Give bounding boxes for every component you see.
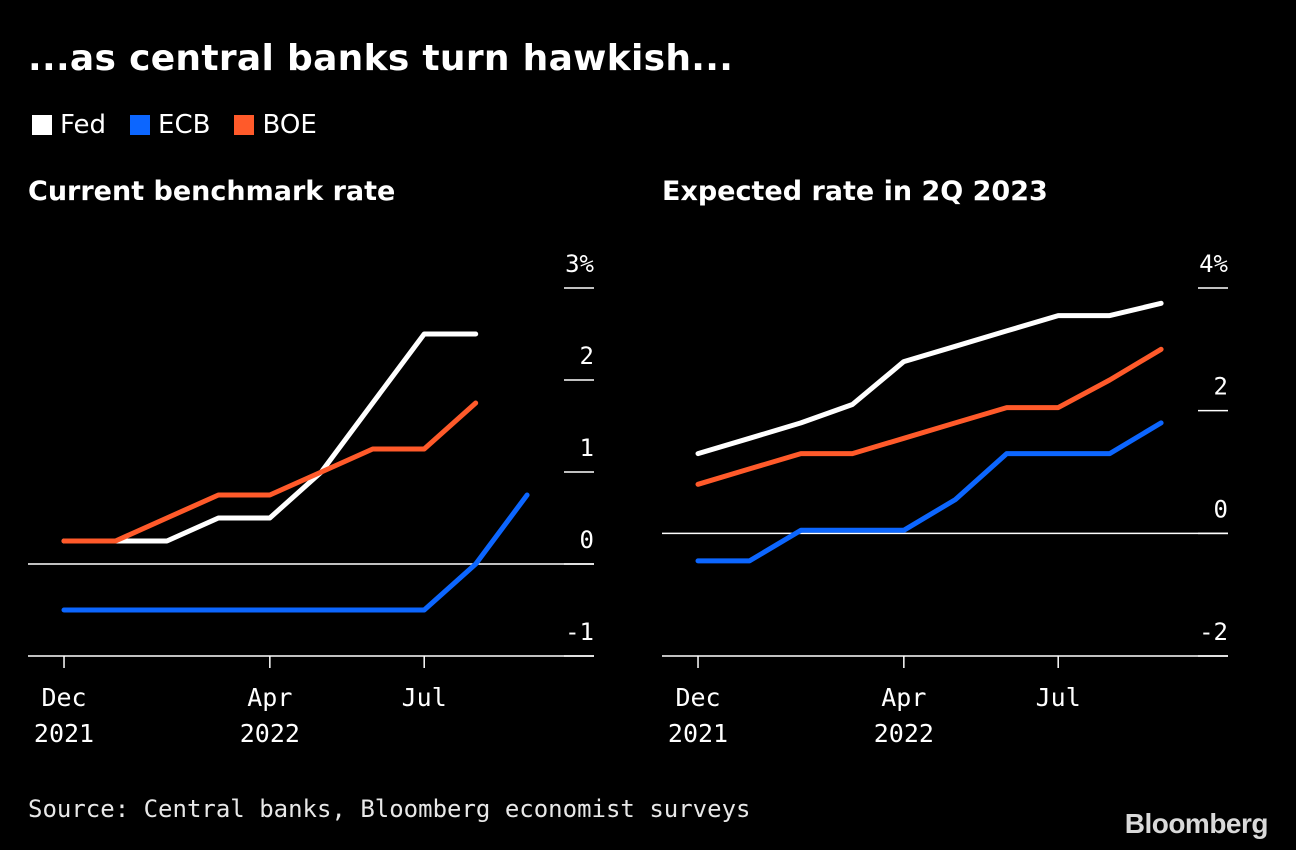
legend-item-ecb: ECB bbox=[130, 110, 210, 140]
y-tick-label-current-0: 3% bbox=[565, 250, 594, 278]
legend-label-fed: Fed bbox=[60, 110, 107, 140]
y-tick-label-current-3: 0 bbox=[580, 526, 594, 554]
x-tick-label-expected-0-0: Dec bbox=[675, 683, 720, 712]
legend-item-boe: BOE bbox=[234, 110, 317, 140]
chart-title: ...as central banks turn hawkish... bbox=[28, 38, 734, 79]
y-tick-label-expected-0: 4% bbox=[1199, 250, 1228, 278]
series-line-expected-fed bbox=[695, 300, 1164, 457]
y-tick-label-current-2: 1 bbox=[580, 434, 594, 462]
series-line-current-fed bbox=[61, 331, 479, 544]
legend-swatch-boe bbox=[234, 115, 255, 135]
series-line-expected-ecb bbox=[695, 420, 1164, 564]
legend: Fed ECB BOE bbox=[32, 110, 341, 140]
y-tick-label-current-4: -1 bbox=[565, 618, 594, 646]
x-tick-label-current-1-1: 2022 bbox=[240, 719, 300, 748]
x-tick-label-current-1-0: Apr bbox=[247, 683, 292, 712]
series-line-current-ecb bbox=[61, 492, 530, 613]
chart-expected: 4% 2 0 -2 Dec 2021 Apr 2022 Jul bbox=[662, 250, 1229, 748]
x-tick-label-current-0-0: Dec bbox=[41, 683, 86, 712]
panel-title-current: Current benchmark rate bbox=[28, 176, 396, 207]
legend-label-ecb: ECB bbox=[158, 110, 211, 140]
bloomberg-logo: Bloomberg bbox=[1124, 808, 1269, 839]
x-tick-label-current-0-1: 2021 bbox=[34, 719, 94, 748]
source-note: Source: Central banks, Bloomberg economi… bbox=[28, 795, 751, 823]
x-tick-label-expected-1-0: Apr bbox=[881, 683, 926, 712]
legend-item-fed: Fed bbox=[32, 110, 106, 140]
x-tick-label-expected-0-1: 2021 bbox=[668, 719, 728, 748]
legend-label-boe: BOE bbox=[262, 110, 317, 140]
x-tick-label-expected-2-0: Jul bbox=[1036, 683, 1081, 712]
x-tick-label-expected-1-1: 2022 bbox=[874, 719, 934, 748]
y-tick-label-expected-2: 0 bbox=[1214, 495, 1228, 523]
legend-swatch-fed bbox=[32, 115, 52, 135]
panel-title-expected: Expected rate in 2Q 2023 bbox=[662, 176, 1048, 207]
y-tick-label-expected-1: 2 bbox=[1214, 373, 1228, 401]
chart-current: 3% 2 1 0 -1 Dec 2021 Apr 2022 Jul bbox=[28, 250, 595, 748]
series-line-expected-boe bbox=[695, 346, 1164, 487]
legend-swatch-ecb bbox=[130, 115, 151, 135]
x-tick-label-current-2-0: Jul bbox=[402, 683, 447, 712]
series-line-current-boe bbox=[61, 400, 479, 544]
y-tick-label-expected-3: -2 bbox=[1199, 618, 1228, 646]
y-tick-label-current-1: 2 bbox=[580, 342, 594, 370]
